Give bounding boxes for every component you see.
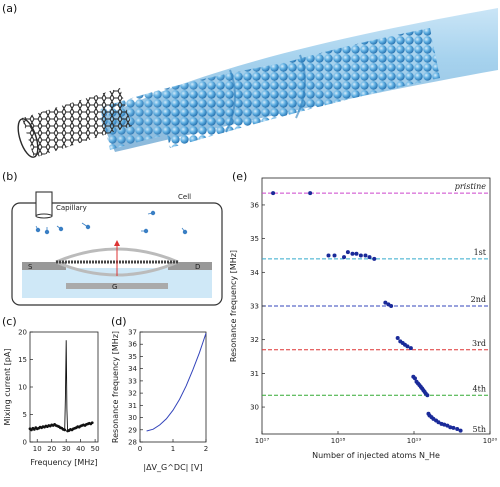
- series-line: [29, 340, 93, 432]
- y-tick-label: 15: [18, 356, 27, 364]
- y-tick-label: 29: [128, 426, 137, 434]
- y-tick-label: 34: [128, 365, 137, 373]
- x-tick-label: 40: [76, 445, 85, 453]
- data-point: [436, 420, 441, 425]
- chart-e: 10¹⁷ 10¹⁸ 10¹⁹ 10²⁰ 30 31 32 33 34 35 36 pristine…: [229, 177, 498, 460]
- y-tick-label: 30: [250, 404, 259, 412]
- y-tick-label: 28: [128, 439, 137, 447]
- data-point: [408, 346, 413, 351]
- y-tick-label: 35: [128, 353, 137, 361]
- data-point: [425, 393, 430, 398]
- x-tick-label: 20: [47, 445, 56, 453]
- panel-b-label: (b): [2, 170, 18, 183]
- data-point: [442, 422, 447, 427]
- data-point: [350, 251, 355, 256]
- data-point: [395, 336, 400, 340]
- y-tick-label: 35: [250, 235, 259, 243]
- reference-line-label: 2nd: [471, 295, 486, 304]
- drain-label: D: [195, 263, 200, 271]
- y-tick-label: 10: [18, 384, 27, 392]
- capillary-tube: [35, 191, 53, 217]
- x-tick-label: 0: [138, 445, 142, 453]
- annotation-label: 5th: [473, 425, 486, 434]
- y-tick-label: 20: [18, 329, 27, 337]
- gate-electrode: [66, 283, 168, 289]
- panel-d-label: (d): [111, 315, 127, 328]
- chart-c-frame: [29, 331, 99, 443]
- source-electrode: [22, 262, 66, 270]
- reference-line-label: pristine: [455, 182, 487, 191]
- cell-label: Cell: [178, 193, 191, 201]
- x-tick-label: 50: [91, 445, 100, 453]
- x-tick-label: 10²⁰: [483, 437, 498, 445]
- y-tick-label: 30: [128, 414, 137, 422]
- y-tick-label: 37: [128, 329, 137, 337]
- data-point: [308, 191, 313, 196]
- x-tick-label: 10¹⁷: [255, 437, 270, 445]
- y-tick-label: 0: [23, 439, 27, 447]
- chart-d-xlabel: |ΔV_G^DC| [V]: [143, 463, 202, 472]
- cell-chamber: [11, 202, 223, 306]
- y-tick-label: 5: [23, 411, 27, 419]
- source-label: S: [28, 263, 33, 271]
- x-tick-label: 10¹⁹: [407, 437, 422, 445]
- data-point: [372, 256, 377, 261]
- data-point: [326, 253, 331, 258]
- y-tick-label: 32: [250, 336, 259, 344]
- y-tick-label: 36: [250, 201, 259, 209]
- data-point: [455, 426, 460, 431]
- chart-e-ylabel: Resonance frequency [MHz]: [229, 250, 238, 362]
- drain-electrode: [168, 262, 212, 270]
- chart-c-xlabel: Frequency [MHz]: [30, 458, 97, 467]
- data-point: [271, 191, 276, 196]
- data-point: [412, 376, 417, 381]
- data-point: [345, 250, 350, 255]
- x-tick-label: 10¹⁸: [331, 437, 346, 445]
- data-point: [332, 253, 337, 258]
- data-point: [363, 253, 368, 258]
- y-tick-label: 31: [128, 402, 137, 410]
- chart-d: 0 1 2 28 29 30 31 32 33 34 35 36 37 |ΔV_G^DC| [V] R…: [111, 329, 208, 473]
- nanotube-illustration: [17, 8, 498, 158]
- chart-d-ylabel: Resonance frequency [MHz]: [111, 331, 120, 443]
- x-tick-label: 30: [62, 445, 71, 453]
- data-point: [90, 421, 94, 425]
- x-tick-label: 10: [33, 445, 42, 453]
- chart-e-xlabel: Number of injected atoms N_He: [312, 451, 440, 460]
- chart-d-frame: [139, 331, 207, 443]
- data-point: [354, 251, 359, 256]
- panel-a-label: (a): [2, 2, 17, 15]
- y-tick-label: 36: [128, 341, 137, 349]
- y-tick-label: 33: [250, 303, 259, 311]
- x-tick-label: 2: [204, 445, 208, 453]
- x-tick-label: 1: [171, 445, 175, 453]
- data-point: [358, 253, 363, 258]
- panel-e-label: (e): [232, 170, 247, 183]
- data-point: [448, 425, 453, 430]
- data-point: [451, 425, 456, 430]
- panel-c-label: (c): [2, 315, 17, 328]
- data-point: [389, 304, 394, 308]
- series-line: [146, 333, 207, 432]
- data-point: [405, 344, 410, 349]
- y-tick-label: 33: [128, 377, 137, 385]
- gate-label: G: [112, 283, 117, 291]
- data-point: [367, 255, 372, 260]
- chart-c: 10 20 30 40 50 0 5 10 15 20 Frequency [MHz] Mixi…: [3, 329, 100, 468]
- data-point: [63, 428, 67, 432]
- reference-line-label: 3rd: [472, 339, 486, 348]
- y-tick-label: 32: [128, 390, 137, 398]
- device-schematic: Capillary Cell S D G: [11, 191, 223, 306]
- y-tick-label: 34: [250, 269, 259, 277]
- y-tick-label: 31: [250, 370, 259, 378]
- data-point: [342, 255, 347, 260]
- reference-line-label: 1st: [474, 248, 487, 257]
- data-point: [383, 300, 388, 305]
- capillary-label: Capillary: [56, 204, 87, 212]
- chart-c-ylabel: Mixing current [pA]: [3, 349, 12, 426]
- data-point: [458, 428, 463, 433]
- reference-line-label: 4th: [473, 384, 486, 393]
